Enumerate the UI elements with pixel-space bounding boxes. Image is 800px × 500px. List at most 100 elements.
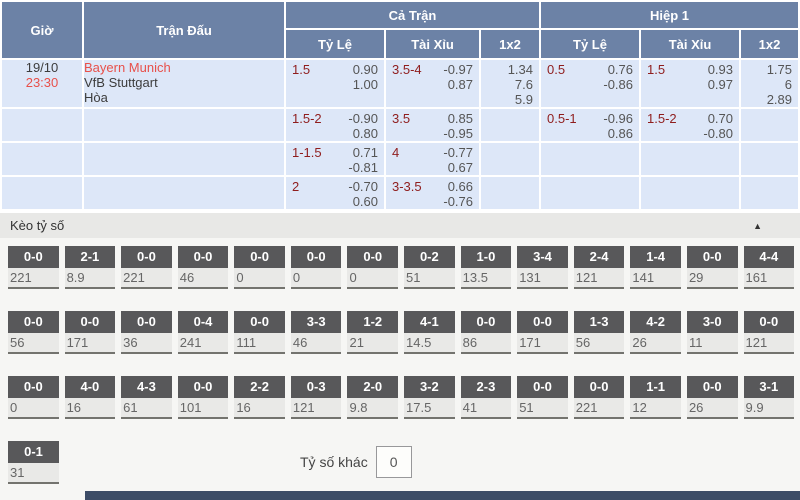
odds-value[interactable]: 0.93 xyxy=(707,62,733,77)
score-button[interactable]: 3-0 xyxy=(686,311,738,333)
score-button[interactable]: 0-0 xyxy=(8,376,59,398)
score-button[interactable]: 4-1 xyxy=(404,311,455,333)
score-button[interactable]: 2-4 xyxy=(573,246,625,268)
odds-value[interactable]: 0.71 xyxy=(352,145,378,160)
score-odds: 241 xyxy=(177,333,229,352)
half-1x2-cell: 1.75 6 2.89 xyxy=(741,60,798,107)
score-button[interactable]: 0-0 xyxy=(234,246,285,268)
score-odds: 31 xyxy=(8,463,59,482)
col-header-match: Trận Đấu xyxy=(84,2,284,58)
half-1x2-cell-empty xyxy=(741,143,798,175)
score-cell: 0-3 121 xyxy=(290,376,342,419)
score-button[interactable]: 2-2 xyxy=(234,376,285,398)
odds-value[interactable]: -0.96 xyxy=(603,111,633,126)
handicap-line: 1.5-2 xyxy=(292,111,322,126)
odds-value[interactable]: 1.75 xyxy=(766,62,792,77)
score-button[interactable]: 0-0 xyxy=(177,246,229,268)
odds-value[interactable]: 0.76 xyxy=(607,62,633,77)
full-overunder-cell: 4 -0.77 0.67 xyxy=(386,143,479,175)
score-button[interactable]: 1-2 xyxy=(347,311,399,333)
score-button[interactable]: 0-0 xyxy=(573,376,625,398)
score-button[interactable]: 0-1 xyxy=(8,441,59,463)
odds-value[interactable]: 1.00 xyxy=(352,77,378,92)
score-button[interactable]: 0-2 xyxy=(404,246,455,268)
half-overunder-cell-empty xyxy=(641,177,739,209)
odds-value[interactable]: 0.85 xyxy=(447,111,473,126)
odds-value[interactable]: 0.70 xyxy=(707,111,733,126)
odds-value[interactable]: 0.87 xyxy=(447,77,473,92)
odds-value[interactable]: 0.66 xyxy=(447,179,473,194)
score-button[interactable]: 0-0 xyxy=(743,311,795,333)
score-cell: 0-0 171 xyxy=(64,311,116,354)
score-button[interactable]: 2-0 xyxy=(347,376,399,398)
score-button[interactable]: 0-0 xyxy=(517,376,568,398)
score-button[interactable]: 0-0 xyxy=(686,376,738,398)
score-odds: 101 xyxy=(177,398,229,417)
odds-value[interactable]: 7.6 xyxy=(514,77,533,92)
score-button[interactable]: 4-3 xyxy=(121,376,172,398)
score-button[interactable]: 0-0 xyxy=(8,246,59,268)
score-button[interactable]: 3-3 xyxy=(290,311,342,333)
score-button[interactable]: 0-0 xyxy=(290,246,342,268)
half-overunder-cell: 1.5 0.93 0.97 xyxy=(641,60,739,107)
score-button[interactable]: 0-0 xyxy=(517,311,568,333)
odds-value[interactable]: -0.81 xyxy=(348,160,378,175)
score-button[interactable]: 0-0 xyxy=(64,311,116,333)
odds-row-2: 1.5-2 -0.90 0.80 3.5 0.85 -0.95 xyxy=(2,109,798,141)
odds-value[interactable]: 6 xyxy=(784,77,792,92)
score-button[interactable]: 4-2 xyxy=(630,311,681,333)
score-button[interactable]: 0-3 xyxy=(290,376,342,398)
score-button[interactable]: 0-4 xyxy=(177,311,229,333)
odds-value[interactable]: 2.89 xyxy=(766,92,792,107)
odds-value[interactable]: 0.80 xyxy=(352,126,378,141)
odds-value[interactable]: -0.90 xyxy=(348,111,378,126)
odds-value[interactable]: 0.86 xyxy=(607,126,633,141)
score-button[interactable]: 4-0 xyxy=(64,376,116,398)
other-score-label: Tỷ số khác xyxy=(300,454,368,470)
odds-value[interactable]: 0.90 xyxy=(352,62,378,77)
score-button[interactable]: 0-0 xyxy=(121,311,172,333)
score-button[interactable]: 1-4 xyxy=(630,246,681,268)
score-button[interactable]: 3-1 xyxy=(743,376,795,398)
odds-value[interactable]: -0.70 xyxy=(348,179,378,194)
score-button[interactable]: 0-0 xyxy=(8,311,59,333)
odds-value[interactable]: -0.77 xyxy=(443,145,473,160)
score-button[interactable]: 3-4 xyxy=(517,246,568,268)
collapse-icon[interactable]: ▲ xyxy=(753,220,762,231)
score-odds: 221 xyxy=(121,268,172,287)
score-cell: 3-4 131 xyxy=(517,246,568,289)
odds-value[interactable]: 0.97 xyxy=(707,77,733,92)
score-button[interactable]: 0-0 xyxy=(177,376,229,398)
handicap-line: 1-1.5 xyxy=(292,145,322,160)
score-button[interactable]: 2-1 xyxy=(64,246,116,268)
score-button[interactable]: 0-0 xyxy=(686,246,738,268)
half-handicap-cell: 0.5-1 -0.96 0.86 xyxy=(541,109,639,141)
score-button[interactable]: 4-4 xyxy=(743,246,795,268)
odds-value[interactable]: 0.67 xyxy=(447,160,473,175)
full-handicap-cell: 1.5-2 -0.90 0.80 xyxy=(286,109,384,141)
score-button[interactable]: 3-2 xyxy=(404,376,455,398)
odds-value[interactable]: -0.76 xyxy=(443,194,473,209)
score-button[interactable]: 0-0 xyxy=(460,311,512,333)
score-button[interactable]: 0-0 xyxy=(234,311,285,333)
col-header-half-overunder: Tài Xỉu xyxy=(641,30,739,58)
score-odds: 36 xyxy=(121,333,172,352)
score-button[interactable]: 2-3 xyxy=(460,376,512,398)
score-button[interactable]: 0-0 xyxy=(347,246,399,268)
odds-value[interactable]: -0.95 xyxy=(443,126,473,141)
odds-value[interactable]: 1.34 xyxy=(507,62,533,77)
other-score-box[interactable]: 0 xyxy=(375,446,412,478)
score-button[interactable]: 1-1 xyxy=(630,376,681,398)
score-button[interactable]: 0-0 xyxy=(121,246,172,268)
score-odds: 0 xyxy=(8,398,59,417)
odds-value[interactable]: 5.9 xyxy=(514,92,533,107)
odds-value[interactable]: -0.97 xyxy=(443,62,473,77)
score-button[interactable]: 1-0 xyxy=(460,246,512,268)
odds-row-3: 1-1.5 0.71 -0.81 4 -0.77 0.67 xyxy=(2,143,798,175)
score-button[interactable]: 1-3 xyxy=(573,311,625,333)
odds-value[interactable]: -0.80 xyxy=(703,126,733,141)
match-date: 19/10 xyxy=(25,60,59,75)
odds-value[interactable]: -0.86 xyxy=(603,77,633,92)
score-odds: 121 xyxy=(743,333,795,352)
odds-value[interactable]: 0.60 xyxy=(352,194,378,209)
